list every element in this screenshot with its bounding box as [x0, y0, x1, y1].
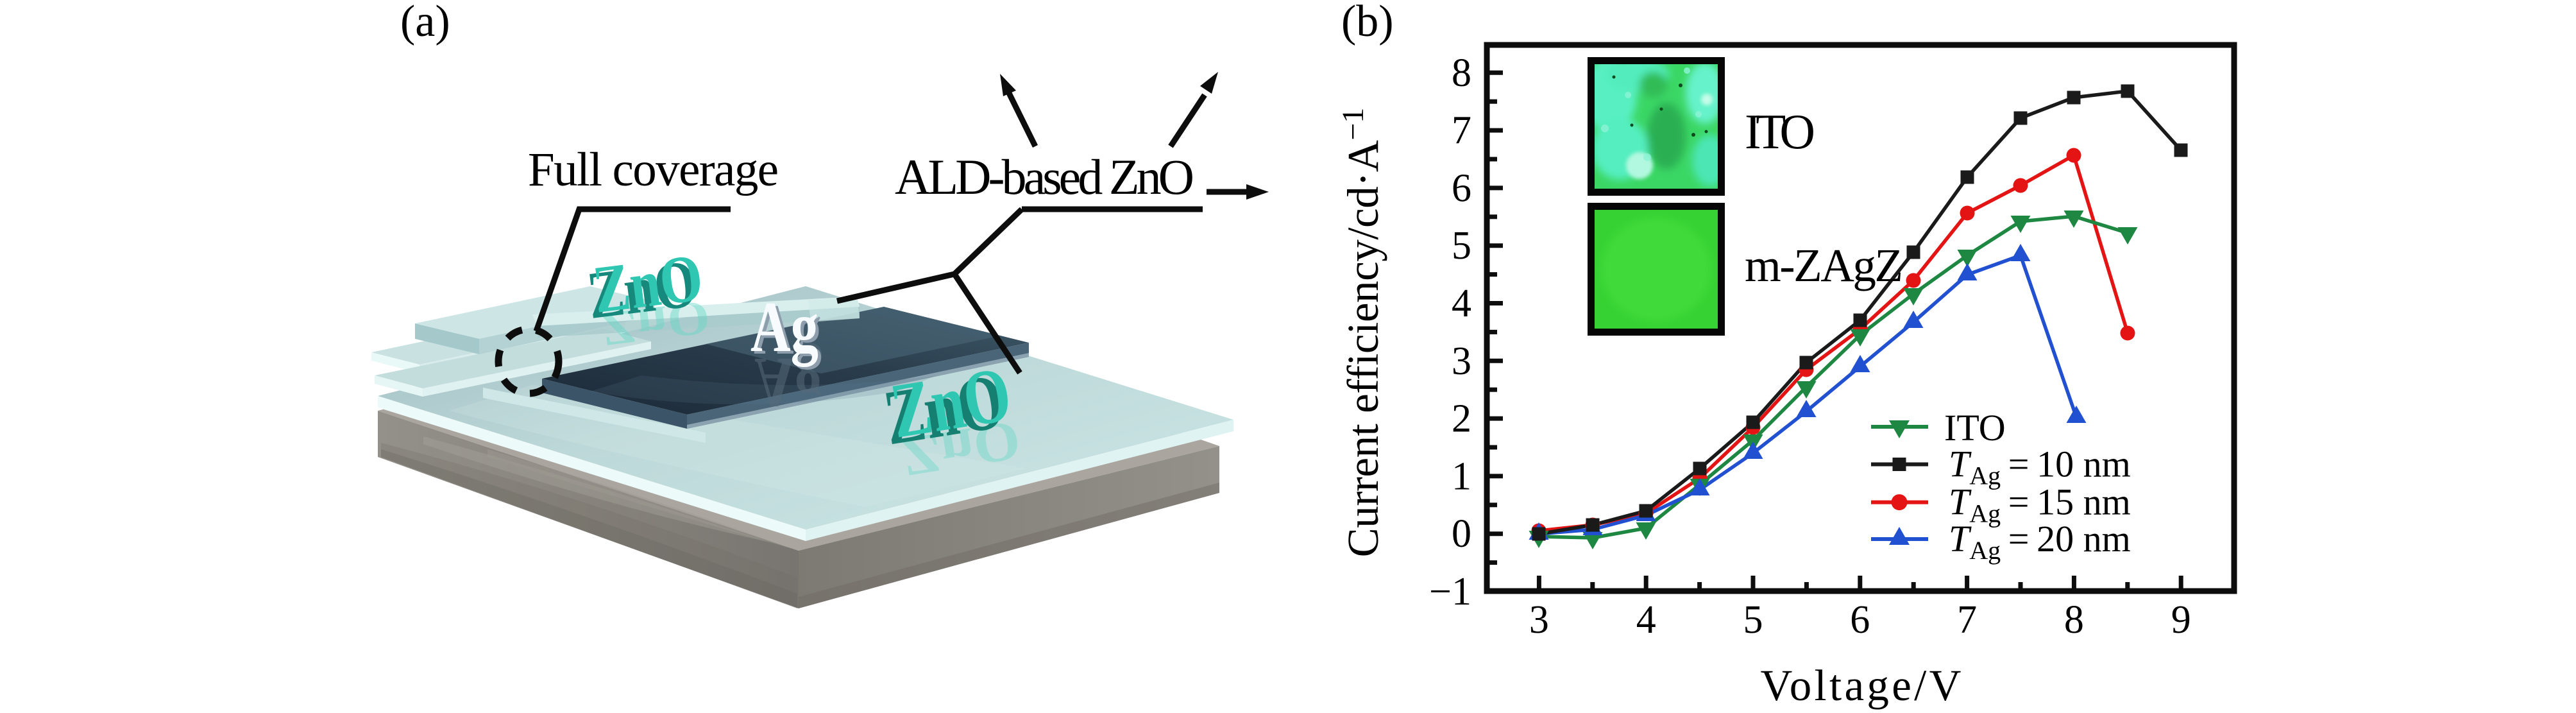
svg-text:3: 3 [1452, 339, 1471, 383]
svg-text:4: 4 [1452, 282, 1471, 325]
svg-text:Ag: Ag [754, 290, 822, 370]
svg-text:1: 1 [1452, 454, 1471, 498]
svg-text:7: 7 [1452, 109, 1471, 153]
svg-text:9: 9 [2171, 598, 2191, 642]
svg-text:8: 8 [2064, 598, 2084, 642]
svg-text:5: 5 [1452, 224, 1471, 268]
svg-text:3: 3 [1529, 598, 1549, 642]
svg-text:6: 6 [1850, 598, 1870, 642]
svg-text:ZnO: ZnO [885, 350, 1017, 454]
svg-text:ITO: ITO [1944, 407, 2006, 449]
svg-text:TAg = 15 nm: TAg = 15 nm [1949, 481, 2131, 528]
svg-text:(a): (a) [400, 0, 450, 46]
svg-text:7: 7 [1957, 598, 1977, 642]
svg-text:ALD-based ZnO: ALD-based ZnO [895, 149, 1194, 205]
svg-text:(b): (b) [1341, 0, 1394, 46]
svg-text:−1: −1 [1429, 570, 1471, 614]
svg-text:2: 2 [1452, 397, 1471, 441]
svg-text:0: 0 [1452, 512, 1471, 556]
svg-text:Full coverage: Full coverage [528, 143, 779, 196]
svg-text:ZnO: ZnO [584, 245, 701, 333]
svg-text:TAg = 20 nm: TAg = 20 nm [1949, 518, 2131, 565]
svg-text:ZnO: ZnO [598, 290, 713, 357]
svg-text:6: 6 [1452, 166, 1471, 210]
svg-text:m-ZAgZ: m-ZAgZ [1745, 239, 1903, 291]
svg-text:ZnO: ZnO [879, 357, 1010, 461]
svg-text:TAg = 10 nm: TAg = 10 nm [1949, 443, 2131, 490]
svg-text:4: 4 [1636, 598, 1656, 642]
svg-text:5: 5 [1743, 598, 1763, 642]
svg-text:Ag: Ag [750, 288, 818, 367]
svg-text:ITO: ITO [1745, 104, 1815, 159]
svg-text:ZnO: ZnO [589, 239, 707, 327]
svg-text:8: 8 [1452, 51, 1471, 95]
svg-text:Voltage/V: Voltage/V [1761, 661, 1962, 710]
svg-text:Current efficiency/cd·A−1: Current efficiency/cd·A−1 [1336, 108, 1387, 558]
svg-text:Ag: Ag [754, 343, 822, 422]
